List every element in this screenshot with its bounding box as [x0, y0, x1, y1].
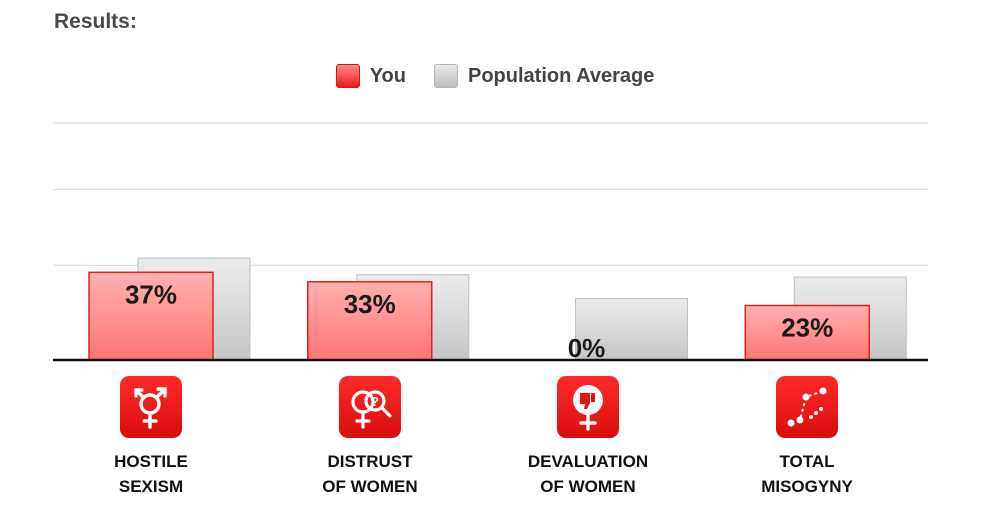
gender-symbol-icon [120, 376, 182, 438]
legend-swatch-average [433, 64, 458, 88]
category-distrust-of-women: ? DISTRUST OF WOMEN [280, 376, 460, 499]
data-label-you: 33% [344, 289, 396, 319]
thumbs-down-female-icon [557, 376, 619, 438]
category-total-misogyny: TOTAL MISOGYNY [717, 376, 897, 499]
category-label: DISTRUST OF WOMEN [322, 452, 418, 496]
results-heading: Results: [54, 10, 137, 33]
svg-text:?: ? [371, 394, 379, 409]
bar-average [575, 297, 688, 361]
category-devaluation-of-women: DEVALUATION OF WOMEN [498, 376, 678, 499]
legend-swatch-you [335, 64, 360, 88]
data-label-you: 37% [125, 279, 177, 309]
data-label-you: 23% [781, 312, 833, 342]
bar-you [88, 271, 214, 361]
category-hostile-sexism: HOSTILE SEXISM [61, 376, 241, 499]
legend-item-you: You [335, 64, 406, 88]
bar-chart: 37% 33% 0% 23% [53, 122, 928, 363]
trend-line-icon [776, 376, 838, 438]
category-label: TOTAL MISOGYNY [761, 452, 853, 496]
legend-label-you: You [369, 64, 406, 87]
category-label: HOSTILE SEXISM [114, 452, 188, 496]
category-label: DEVALUATION OF WOMEN [527, 452, 649, 496]
chart-legend: You Population Average [0, 64, 990, 88]
legend-item-average: Population Average [433, 64, 655, 88]
magnifier-female-icon: ? [339, 376, 401, 438]
bar-you [307, 281, 433, 361]
legend-label-average: Population Average [467, 64, 655, 87]
data-label-you: 0% [568, 333, 606, 363]
